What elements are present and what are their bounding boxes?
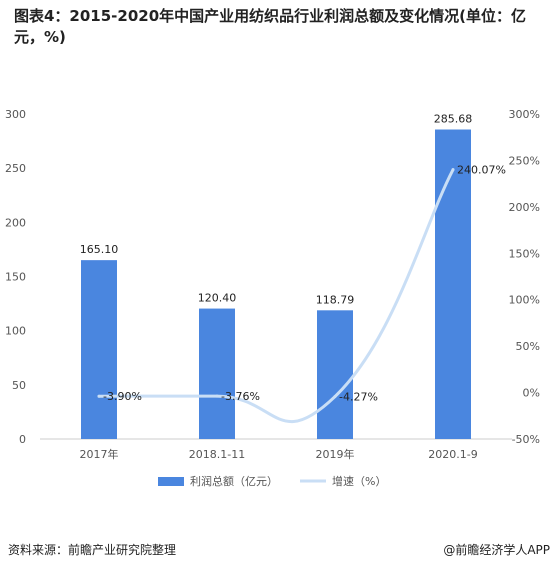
left-tick-label: 0 [19,433,26,446]
line-value-label: -3.90% [103,390,142,403]
chart-title: 图表4：2015-2020年中国产业用纺织品行业利润总额及变化情况(单位：亿元，… [14,7,527,46]
legend-bar-swatch [158,477,184,486]
legend-line-label: 增速（%） [332,474,386,488]
right-tick-label: 50% [516,340,540,353]
left-axis: 0 50 100 150 200 250 300 [5,108,26,446]
right-tick-label: 0% [523,387,540,400]
right-axis: -50% 0% 50% 100% 150% 200% 250% 300% [509,108,540,446]
category-label: 2017年 [80,447,119,461]
bar-value-label: 118.79 [316,293,355,306]
line-point [97,394,101,398]
left-tick-label: 150 [5,271,26,284]
bar-value-label: 120.40 [198,292,237,305]
right-tick-label: 200% [509,201,540,214]
line-value-label: 240.07% [457,164,506,177]
source-note: 资料来源：前瞻产业研究院整理 [8,543,177,557]
category-label: 2019年 [316,447,355,461]
legend-bar-label: 利润总额（亿元） [190,474,278,488]
left-tick-label: 200 [5,216,26,229]
line-series: -3.90% -3.76% -4.27% 240.07% [97,164,506,424]
brand-label: @前瞻经济学人APP [443,543,550,557]
right-tick-label: 150% [509,247,540,260]
x-axis: 2017年 2018.1-11 2019年 2020.1-9 [80,447,478,461]
line-value-label: -3.76% [221,390,260,403]
category-label: 2018.1-11 [189,448,245,461]
bar [81,260,117,439]
category-label: 2020.1-9 [428,448,477,461]
legend: 利润总额（亿元） 增速（%） [158,474,386,488]
line-point [333,395,337,399]
bar-value-label: 285.68 [434,113,473,126]
line-point [215,394,219,398]
left-tick-label: 300 [5,108,26,121]
bar-value-label: 165.10 [80,243,119,256]
right-tick-label: 250% [509,154,540,167]
line-value-label: -4.27% [339,391,378,404]
bar [435,129,471,439]
growth-line [97,168,455,424]
bar-series: 165.10 120.40 118.79 285.68 [80,113,473,439]
right-tick-label: 300% [509,108,540,121]
bar [199,308,235,439]
left-tick-label: 100 [5,325,26,338]
left-tick-label: 250 [5,162,26,175]
right-tick-label: -50% [512,433,540,446]
right-tick-label: 100% [509,294,540,307]
line-point [451,168,455,172]
left-tick-label: 50 [12,379,26,392]
bar [317,310,353,439]
